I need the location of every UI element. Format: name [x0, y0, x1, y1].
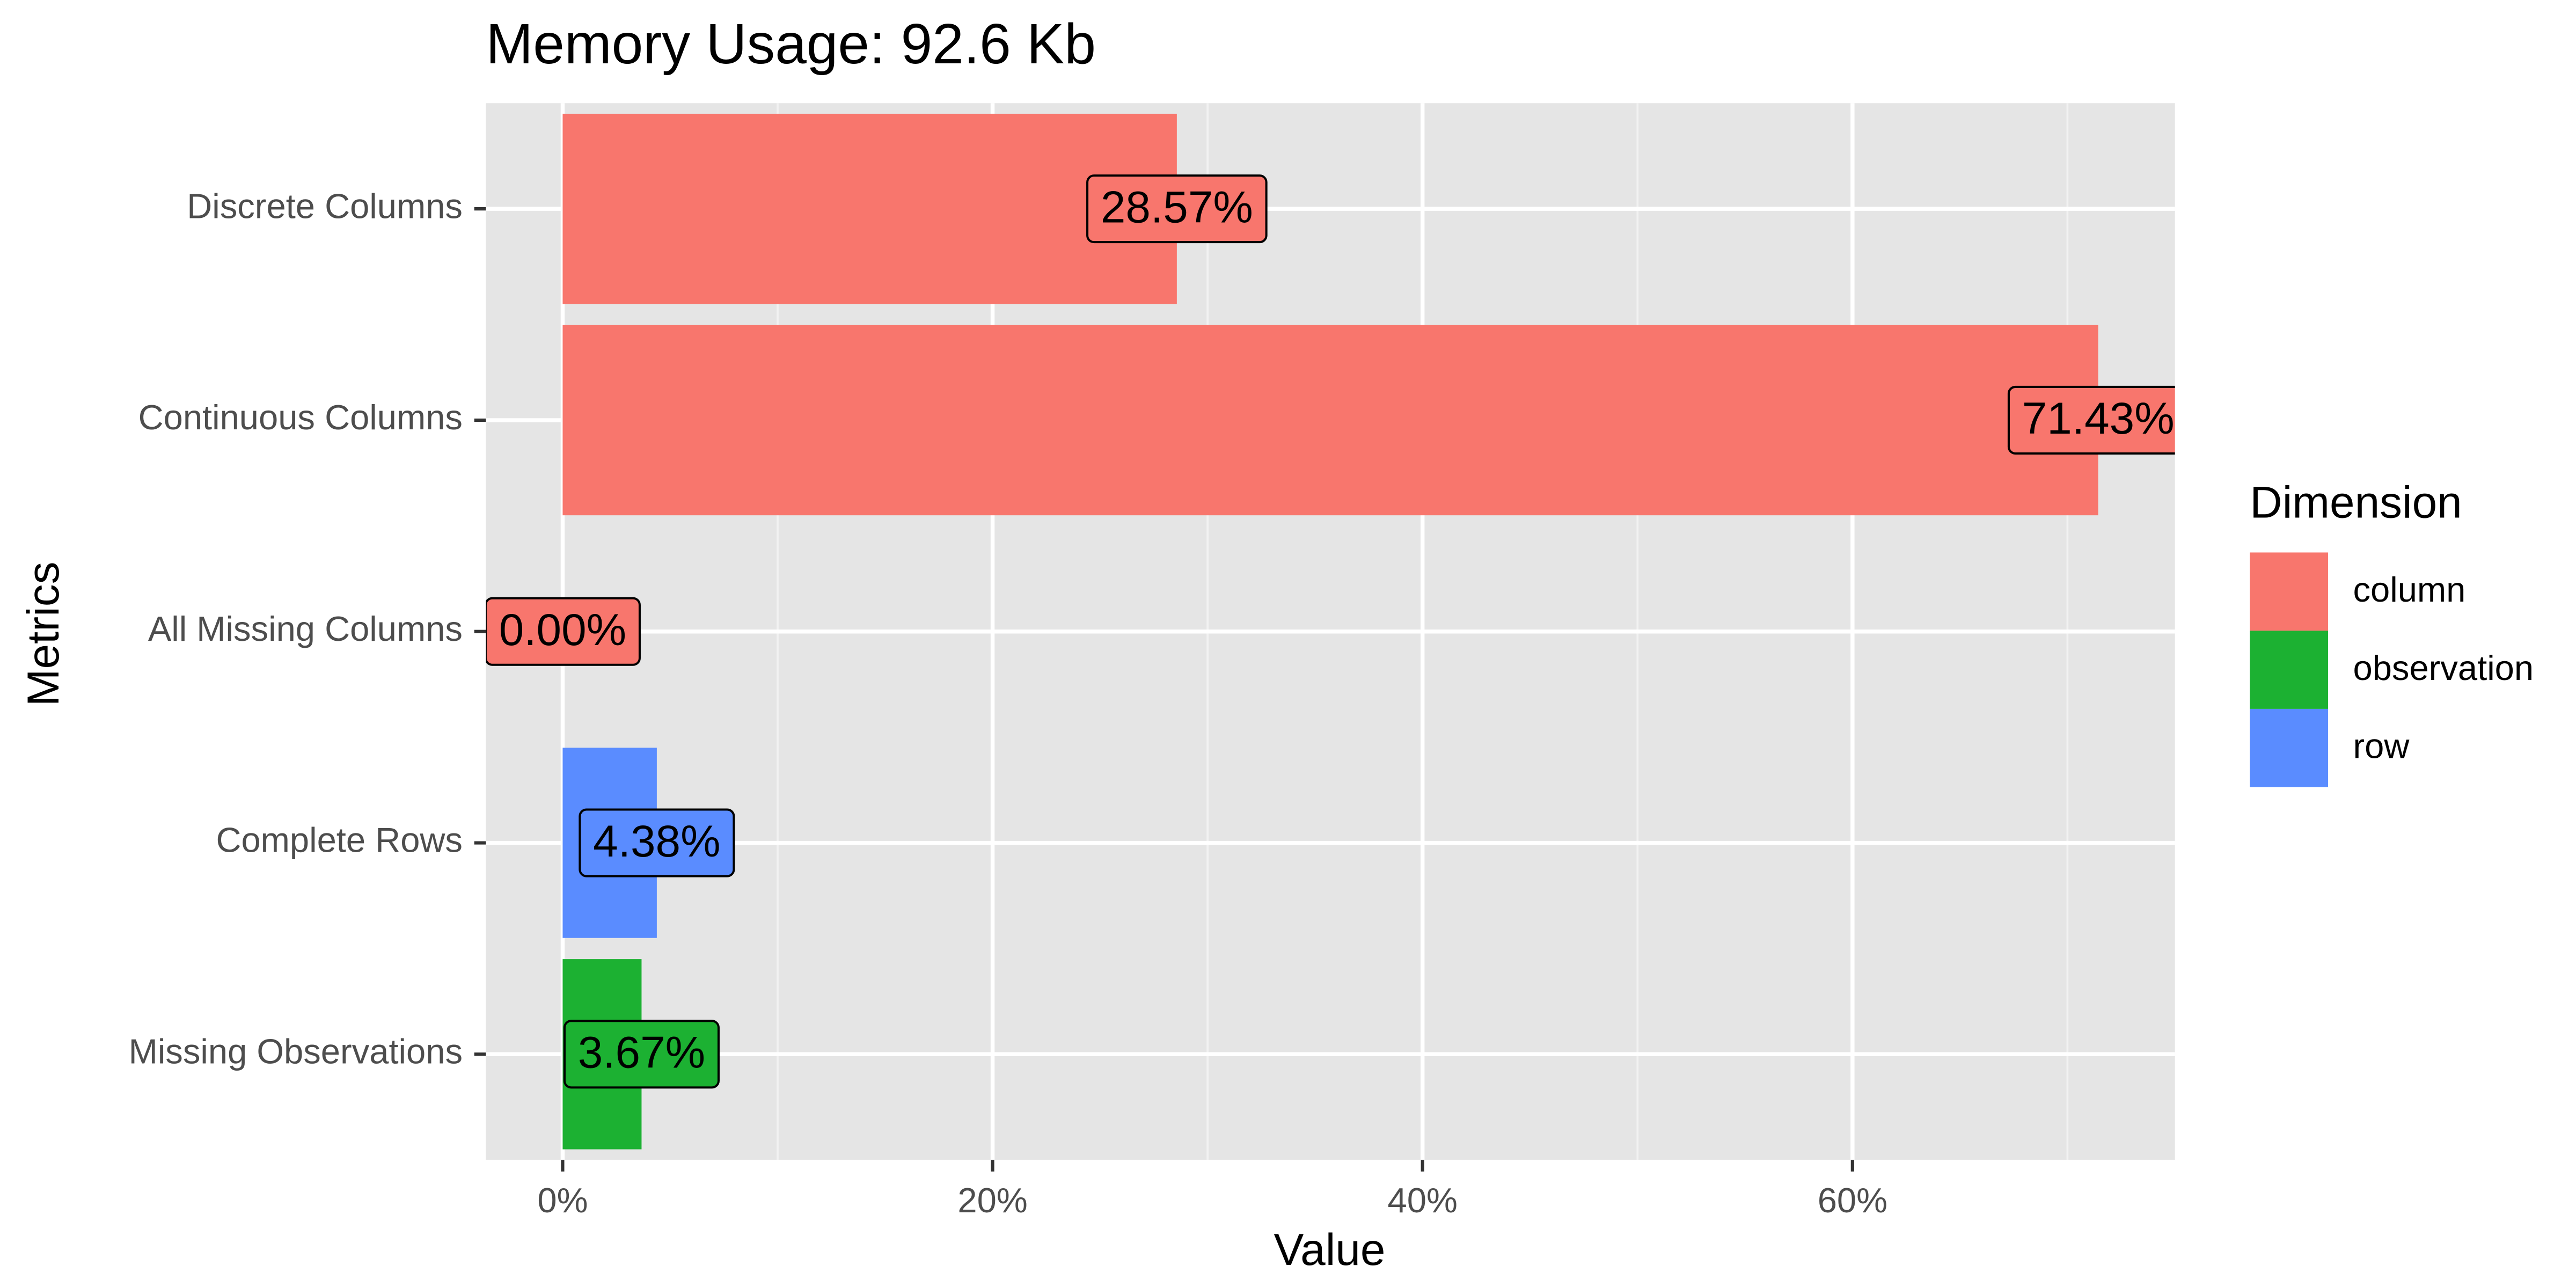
data-label: 3.67% [563, 1020, 720, 1089]
bars: 28.57% 71.43% 0.00% 3.67% 4.38% [486, 113, 2175, 1150]
legend-swatch [2250, 631, 2328, 709]
data-label: 71.43% [2007, 385, 2175, 455]
y-tick-label: All Missing Columns [148, 609, 463, 648]
data-label: 4.38% [579, 808, 735, 877]
x-tick-label: 60% [1818, 1181, 1887, 1220]
x-tick-label: 20% [957, 1181, 1027, 1220]
data-label-box [1086, 174, 1268, 244]
data-label-text: 0.00% [499, 604, 626, 655]
y-tick-label: Discrete Columns [187, 186, 463, 225]
legend: Dimension column observation row [2250, 477, 2534, 787]
legend-title: Dimension [2250, 477, 2462, 528]
data-label-box [2007, 385, 2175, 455]
x-tick-label: 0% [537, 1181, 588, 1220]
data-label-box [563, 1020, 720, 1089]
data-label: 0.00% [486, 597, 641, 666]
legend-label: row [2353, 727, 2410, 766]
data-label-box [486, 597, 641, 666]
data-label-box [579, 808, 735, 877]
data-label-text: 71.43% [2022, 393, 2175, 443]
legend-label: observation [2353, 648, 2534, 687]
x-axis-title: Value [1274, 1224, 1386, 1275]
axes: 0% 20% 40% 60% Discrete Columns Continuous Co… [129, 186, 1887, 1220]
y-tick-label: Missing Observations [129, 1032, 463, 1071]
bar [562, 113, 1177, 304]
legend-swatch [2250, 552, 2328, 631]
data-label-text: 3.67% [578, 1027, 705, 1078]
bar [562, 325, 2098, 516]
data-label-text: 28.57% [1101, 181, 1253, 232]
x-tick-label: 40% [1388, 1181, 1458, 1220]
legend-swatch [2250, 708, 2328, 787]
legend-label: column [2353, 570, 2465, 609]
data-label: 28.57% [1086, 174, 1268, 244]
y-axis-title: Metrics [18, 562, 68, 707]
y-tick-label: Complete Rows [216, 821, 463, 860]
y-tick-label: Continuous Columns [138, 398, 463, 437]
chart-title: Memory Usage: 92.6 Kb [486, 13, 1096, 76]
data-label-text: 4.38% [593, 816, 720, 866]
